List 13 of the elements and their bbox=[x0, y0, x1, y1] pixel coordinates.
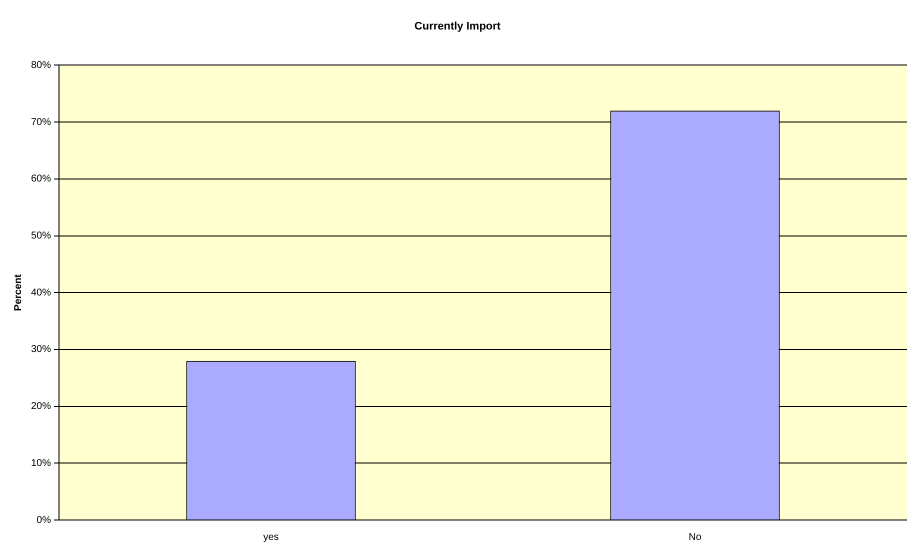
chart-title: Currently Import bbox=[414, 20, 501, 33]
y-tick-label: 0% bbox=[36, 514, 52, 526]
y-tick-label: 70% bbox=[31, 116, 52, 128]
y-tick-label: 40% bbox=[31, 287, 52, 298]
x-tick-label: yes bbox=[263, 532, 279, 543]
y-tick-label: 20% bbox=[31, 401, 52, 412]
y-tick-label: 50% bbox=[31, 230, 52, 242]
y-tick-label: 60% bbox=[31, 174, 52, 185]
y-tick-label: 10% bbox=[31, 458, 52, 469]
y-axis-title: Percent bbox=[12, 274, 24, 311]
x-tick-label: No bbox=[688, 532, 702, 543]
y-tick-label: 80% bbox=[31, 60, 52, 71]
y-tick-label: 30% bbox=[31, 344, 52, 356]
